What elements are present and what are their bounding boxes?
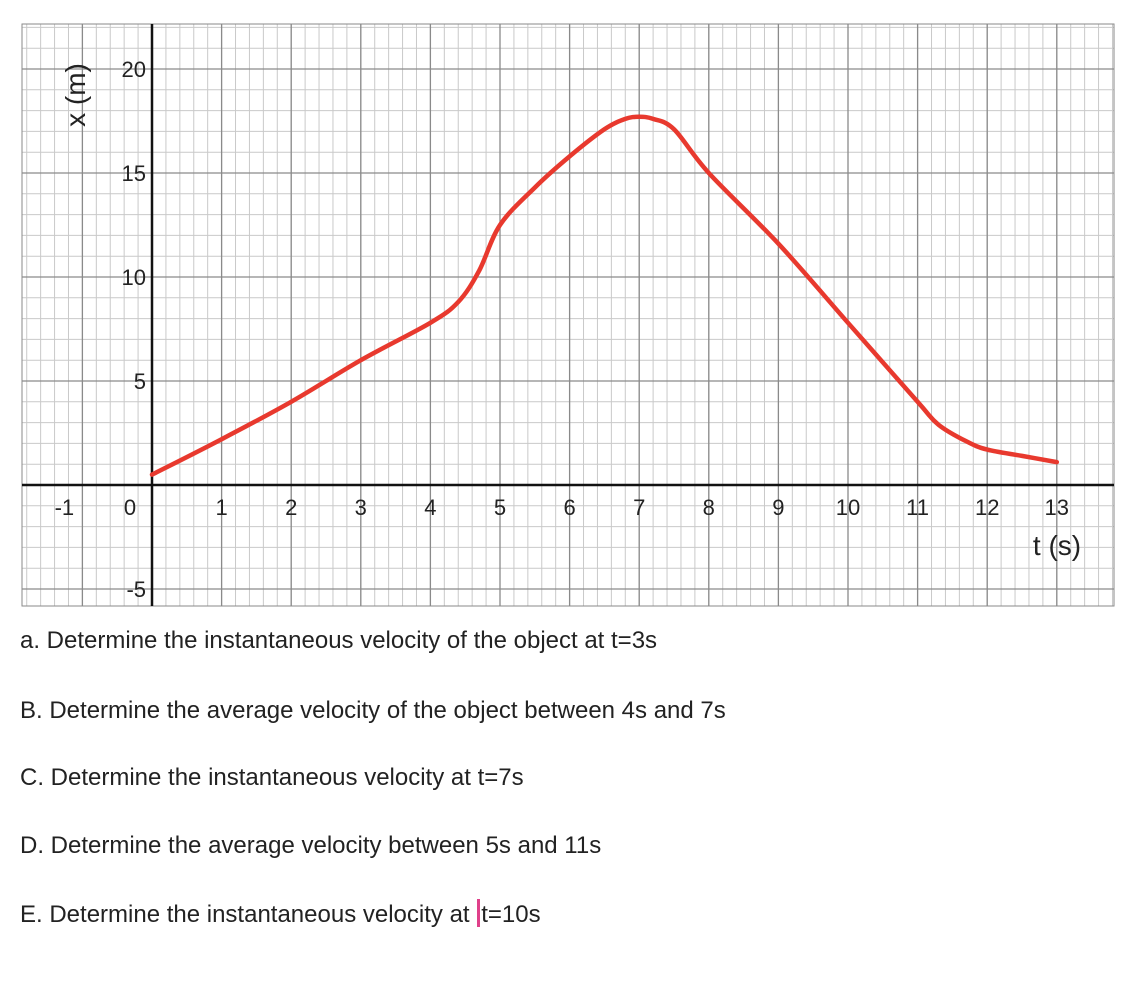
data-layer xyxy=(149,114,1060,477)
y-tick-label: 20 xyxy=(122,57,146,82)
x-tick-label: 4 xyxy=(424,495,436,520)
question-e-value: t=10s xyxy=(481,901,541,928)
x-tick-label: 13 xyxy=(1045,495,1069,520)
x-tick-label: 3 xyxy=(355,495,367,520)
x-tick-label: 8 xyxy=(703,495,715,520)
question-c: C. Determine the instantaneous velocity … xyxy=(20,764,524,791)
series-line xyxy=(149,114,1060,477)
y-tick-label: 5 xyxy=(134,369,146,394)
question-e[interactable]: E. Determine the instantaneous velocity … xyxy=(20,899,541,930)
x-tick-label: 10 xyxy=(836,495,860,520)
y-axis-title: x (m) xyxy=(60,63,91,127)
x-tick-label: 6 xyxy=(563,495,575,520)
x-tick-label: 5 xyxy=(494,495,506,520)
x-tick-label: 0 xyxy=(124,495,136,520)
question-a: a. Determine the instantaneous velocity … xyxy=(20,627,658,654)
text-cursor xyxy=(477,899,481,927)
x-tick-label: 11 xyxy=(906,495,929,520)
x-tick-label: 12 xyxy=(975,495,999,520)
plot-border xyxy=(21,23,1115,607)
question-d: D. Determine the average velocity betwee… xyxy=(20,832,602,859)
x-tick-label: 2 xyxy=(285,495,297,520)
y-tick-label: -5 xyxy=(126,577,146,602)
question-b: B. Determine the average velocity of the… xyxy=(20,697,726,724)
y-tick-label: 10 xyxy=(122,265,146,290)
x-tick-label: 9 xyxy=(772,495,784,520)
x-tick-label: 7 xyxy=(633,495,645,520)
x-axis-title: t (s) xyxy=(1033,530,1081,561)
y-tick-label: 15 xyxy=(122,161,146,186)
x-tick-label: 1 xyxy=(215,495,227,520)
question-e-text: E. Determine the instantaneous velocity … xyxy=(20,901,477,928)
x-tick-label: -1 xyxy=(55,495,75,520)
axes xyxy=(22,24,1114,606)
